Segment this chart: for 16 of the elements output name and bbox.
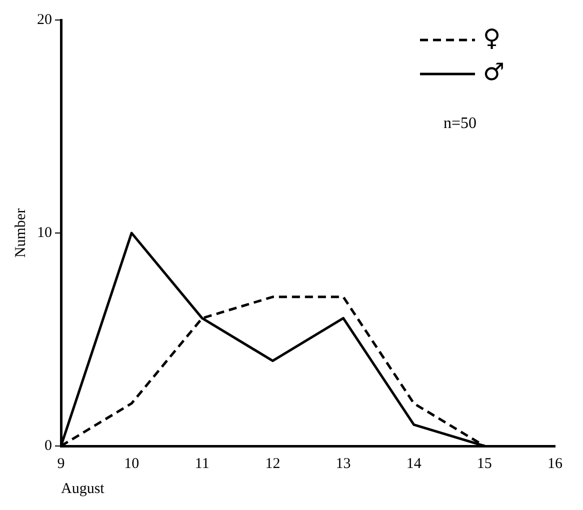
- y-tick-label: 0: [44, 438, 52, 454]
- x-tick-label: 14: [406, 456, 422, 472]
- x-axis-title: August: [61, 480, 106, 497]
- x-tick-label: 11: [194, 456, 210, 472]
- x-tick-label: 10: [124, 456, 140, 472]
- x-tick-label: 13: [336, 456, 351, 472]
- x-tick-label: 15: [476, 456, 492, 472]
- y-axis-title: Number: [12, 208, 29, 258]
- y-tick-label: 10: [37, 224, 52, 241]
- legend-label: ♀: [483, 24, 501, 52]
- x-tick-label: 9: [57, 456, 65, 472]
- x-tick-label: 12: [265, 456, 280, 472]
- x-tick-label: 16: [548, 456, 563, 472]
- annotation: n=50: [443, 115, 477, 132]
- legend-label: ♂: [483, 58, 505, 86]
- y-tick-label: 20: [37, 12, 52, 28]
